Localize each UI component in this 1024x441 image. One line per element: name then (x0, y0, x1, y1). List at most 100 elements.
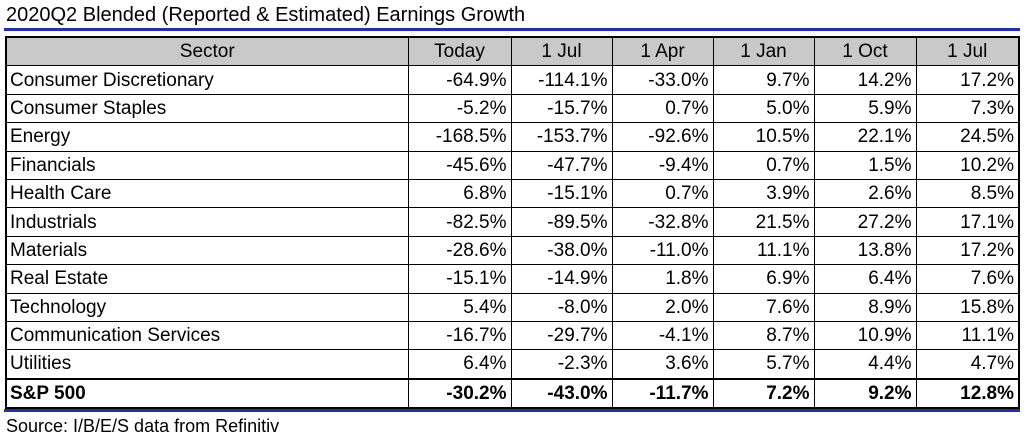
top-rule (4, 28, 1020, 31)
value-cell: 5.0% (712, 93, 815, 124)
table-row: Utilities 6.4% -2.3% 3.6% 5.7% 4.4% 4.7% (5, 349, 1020, 380)
value-cell: -2.3% (510, 349, 613, 380)
value-cell: 9.2% (813, 377, 917, 409)
sector-cell: Financials (5, 150, 409, 180)
column-header: 1 Oct (813, 36, 917, 67)
value-cell: -30.2% (407, 377, 512, 409)
value-cell: 21.5% (712, 207, 815, 237)
value-cell: 11.1% (712, 235, 815, 266)
value-cell: 7.6% (712, 292, 815, 322)
value-cell: 6.4% (813, 264, 917, 294)
sector-cell: Materials (5, 235, 409, 266)
sector-cell: Real Estate (5, 264, 409, 294)
value-cell: 2.6% (813, 178, 917, 209)
value-cell: 15.8% (915, 292, 1020, 322)
value-cell: -15.1% (407, 264, 512, 294)
value-cell: -15.1% (510, 178, 613, 209)
value-cell: -8.0% (510, 292, 613, 322)
value-cell: -45.6% (407, 150, 512, 180)
value-cell: 0.7% (611, 178, 714, 209)
value-cell: -14.9% (510, 264, 613, 294)
value-cell: -82.5% (407, 207, 512, 237)
value-cell: 10.9% (813, 320, 917, 351)
value-cell: 5.4% (407, 292, 512, 322)
value-cell: -92.6% (611, 122, 714, 152)
column-header: Today (407, 36, 512, 67)
column-header: 1 Apr (611, 36, 714, 67)
table-row: Materials -28.6% -38.0% -11.0% 11.1% 13.8% 17.… (5, 235, 1020, 266)
table-row: Consumer Staples -5.2% -15.7% 0.7% 5.0% 5.9% 7… (5, 93, 1020, 124)
table-row: Consumer Discretionary -64.9% -114.1% -33.0… (5, 65, 1020, 95)
value-cell: 22.1% (813, 122, 917, 152)
table-row: Technology 5.4% -8.0% 2.0% 7.6% 8.9% 15.8% (5, 292, 1020, 322)
sector-cell: Energy (5, 122, 409, 152)
table-body: Consumer Discretionary -64.9% -114.1% -33.0… (5, 65, 1020, 409)
value-cell: -4.1% (611, 320, 714, 351)
value-cell: -16.7% (407, 320, 512, 351)
value-cell: -64.9% (407, 65, 512, 95)
value-cell: 17.2% (915, 65, 1020, 95)
value-cell: 3.9% (712, 178, 815, 209)
value-cell: 7.6% (915, 264, 1020, 294)
value-cell: -28.6% (407, 235, 512, 266)
column-header: 1 Jan (712, 36, 815, 67)
value-cell: 1.5% (813, 150, 917, 180)
sector-cell: Communication Services (5, 320, 409, 351)
value-cell: 11.1% (915, 320, 1020, 351)
table-row: Industrials -82.5% -89.5% -32.8% 21.5% 27.2% 1… (5, 207, 1020, 237)
value-cell: -5.2% (407, 93, 512, 124)
column-header: 1 Jul (915, 36, 1020, 67)
value-cell: 5.7% (712, 349, 815, 380)
value-cell: 8.5% (915, 178, 1020, 209)
value-cell: 5.9% (813, 93, 917, 124)
sector-cell: Consumer Discretionary (5, 65, 409, 95)
table-row: Real Estate -15.1% -14.9% 1.8% 6.9% 6.4% 7.6% (5, 264, 1020, 294)
sector-cell: Technology (5, 292, 409, 322)
value-cell: 17.1% (915, 207, 1020, 237)
value-cell: 6.9% (712, 264, 815, 294)
value-cell: 0.7% (712, 150, 815, 180)
table-row: Energy -168.5% -153.7% -92.6% 10.5% 22.1% 24.5… (5, 122, 1020, 152)
value-cell: 6.4% (407, 349, 512, 380)
value-cell: -11.0% (611, 235, 714, 266)
value-cell: 7.2% (712, 377, 815, 409)
value-cell: -29.7% (510, 320, 613, 351)
source-note: Source: I/B/E/S data from Refinitiv (6, 416, 280, 436)
value-cell: -153.7% (510, 122, 613, 152)
table-row: Health Care 6.8% -15.1% 0.7% 3.9% 2.6% 8.5% (5, 178, 1020, 209)
value-cell: -33.0% (611, 65, 714, 95)
value-cell: 8.9% (813, 292, 917, 322)
chart-title: 2020Q2 Blended (Reported & Estimated) Ea… (6, 4, 526, 26)
column-header: Sector (5, 36, 409, 67)
bottom-rule (4, 409, 1020, 412)
total-row: S&P 500 -30.2% -43.0% -11.7% 7.2% 9.2% 12.8% (5, 377, 1020, 409)
value-cell: -15.7% (510, 93, 613, 124)
value-cell: 12.8% (915, 377, 1020, 409)
value-cell: 6.8% (407, 178, 512, 209)
value-cell: -11.7% (611, 377, 714, 409)
table-row: Communication Services -16.7% -29.7% -4.1% 8… (5, 320, 1020, 351)
value-cell: 17.2% (915, 235, 1020, 266)
value-cell: 1.8% (611, 264, 714, 294)
sector-cell: Consumer Staples (5, 93, 409, 124)
value-cell: 14.2% (813, 65, 917, 95)
column-header: 1 Jul (510, 36, 613, 67)
sector-cell: Health Care (5, 178, 409, 209)
value-cell: 24.5% (915, 122, 1020, 152)
header-row: Sector Today 1 Jul 1 Apr 1 Jan 1 Oct 1 J… (5, 36, 1020, 67)
value-cell: 9.7% (712, 65, 815, 95)
sector-cell: Utilities (5, 349, 409, 380)
value-cell: -38.0% (510, 235, 613, 266)
value-cell: -47.7% (510, 150, 613, 180)
sector-cell: Industrials (5, 207, 409, 237)
value-cell: 27.2% (813, 207, 917, 237)
value-cell: -89.5% (510, 207, 613, 237)
value-cell: 4.7% (915, 349, 1020, 380)
value-cell: 13.8% (813, 235, 917, 266)
value-cell: -114.1% (510, 65, 613, 95)
earnings-growth-table: Sector Today 1 Jul 1 Apr 1 Jan 1 Oct 1 J… (5, 36, 1020, 410)
value-cell: 0.7% (611, 93, 714, 124)
value-cell: -32.8% (611, 207, 714, 237)
value-cell: 3.6% (611, 349, 714, 380)
sector-cell: S&P 500 (5, 377, 409, 409)
